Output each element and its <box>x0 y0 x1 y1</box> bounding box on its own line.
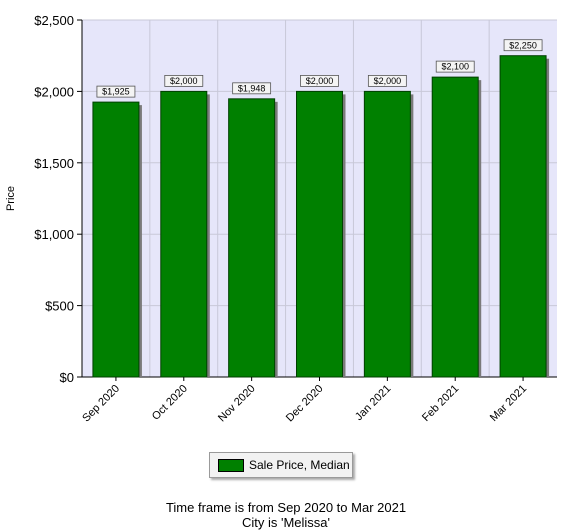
bar <box>228 98 276 378</box>
chart-footer: Time frame is from Sep 2020 to Mar 2021 … <box>0 500 572 530</box>
y-tick-label: $1,500 <box>34 156 74 171</box>
data-label: $2,250 <box>509 40 537 50</box>
y-tick-label: $2,500 <box>34 13 74 28</box>
data-label-box <box>96 85 136 98</box>
data-label: $2,000 <box>306 76 334 86</box>
data-label-box <box>232 82 272 95</box>
x-tick-label: Mar 2021 <box>488 383 529 424</box>
footer-timeframe: Time frame is from Sep 2020 to Mar 2021 <box>165 500 407 515</box>
data-label-box <box>300 75 339 87</box>
data-label: $2,100 <box>441 62 469 72</box>
bar <box>499 55 547 378</box>
y-tick-label: $1,000 <box>34 227 74 242</box>
data-label-box <box>164 75 204 87</box>
legend-label: Sale Price, Median <box>249 458 350 472</box>
bar <box>363 90 411 378</box>
bar <box>296 90 343 378</box>
x-tick-label: Nov 2020 <box>216 383 258 425</box>
x-tick-label: Dec 2020 <box>284 383 326 425</box>
data-label-box <box>503 39 543 52</box>
bar <box>431 76 479 378</box>
data-label: $1,948 <box>238 83 266 93</box>
data-label: $1,925 <box>102 87 130 97</box>
y-tick-label: $0 <box>60 370 74 385</box>
legend: Sale Price, Median <box>209 452 353 478</box>
data-label: $2,000 <box>374 76 402 86</box>
x-tick-label: Jan 2021 <box>353 383 393 423</box>
data-label-box <box>367 75 407 87</box>
x-tick-label: Feb 2021 <box>420 383 461 424</box>
y-tick-label: $500 <box>45 299 74 314</box>
y-axis-label: Price <box>5 186 17 211</box>
x-tick-label: Sep 2020 <box>80 383 122 425</box>
bar-chart: $0 $500 $1,000 $1,500 $2,000 $2,500 Price $1,92… <box>5 13 557 425</box>
bar <box>92 101 140 378</box>
footer-city: City is 'Melissa' <box>241 515 331 530</box>
y-tick-label: $2,000 <box>34 84 74 99</box>
data-label: $2,000 <box>170 76 198 86</box>
data-label-box <box>435 60 475 73</box>
x-tick-label: Oct 2020 <box>150 383 190 423</box>
legend-swatch <box>218 458 244 472</box>
bar <box>160 90 208 378</box>
